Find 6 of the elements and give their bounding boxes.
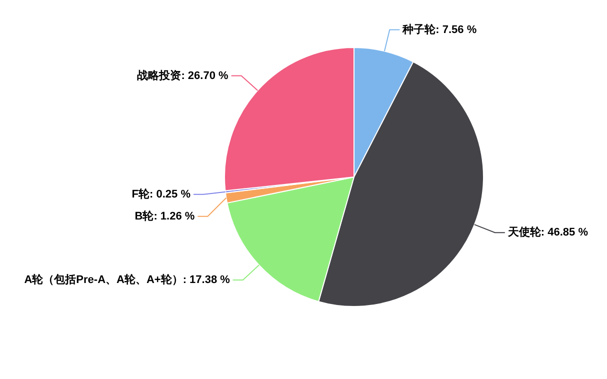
slice-label: 种子轮: 7.56 % bbox=[402, 22, 477, 36]
slice-label: B轮: 1.26 % bbox=[134, 209, 195, 222]
slice-label: 天使轮: 46.85 % bbox=[506, 226, 588, 239]
slice-label: A轮（包括Pre-A、A轮、A+轮）: 17.38 % bbox=[24, 273, 230, 286]
slice-label: 战略投资: 26.70 % bbox=[137, 68, 229, 82]
slice-label: F轮: 0.25 % bbox=[132, 187, 191, 200]
